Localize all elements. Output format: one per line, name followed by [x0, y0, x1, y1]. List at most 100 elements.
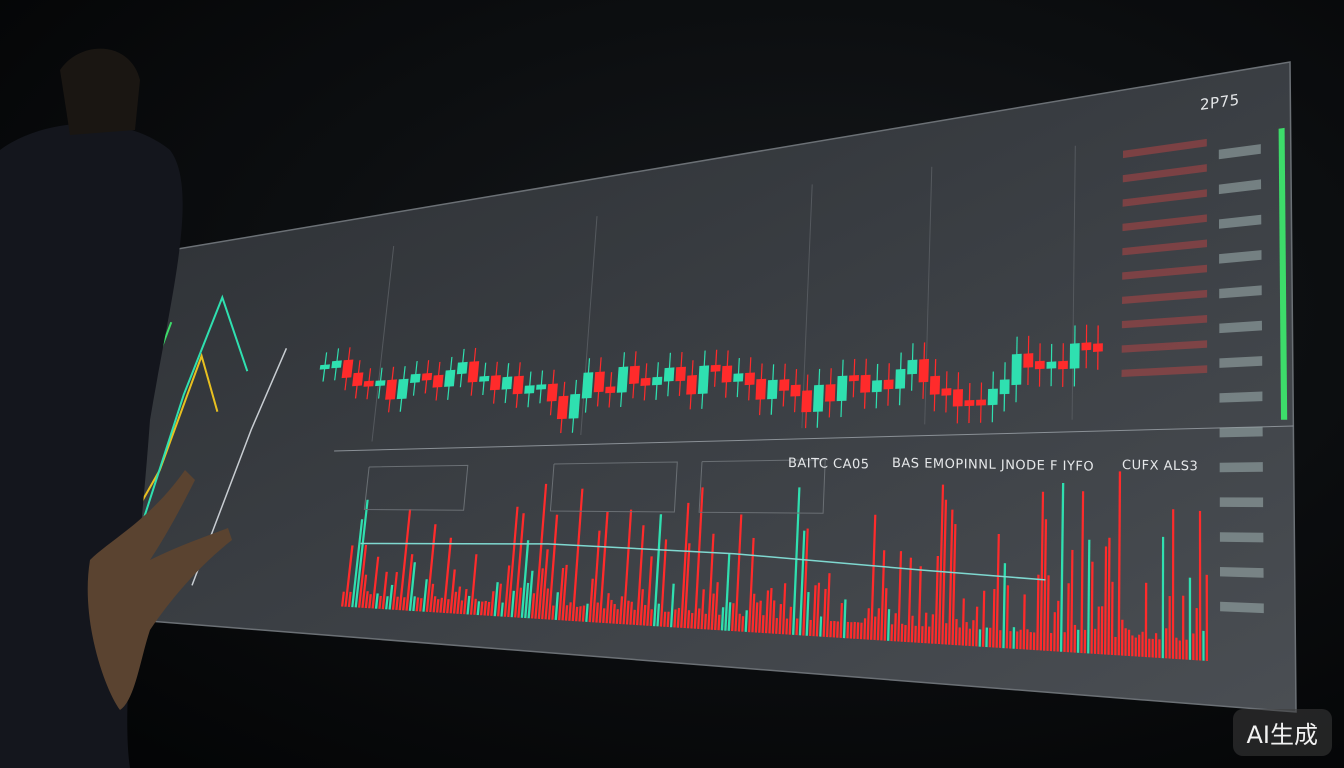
volume-bar: [717, 614, 721, 631]
volume-bar: [1080, 491, 1085, 654]
grid-line: [801, 184, 813, 429]
volume-bar: [551, 605, 555, 620]
volume-bar: [1154, 633, 1158, 658]
volume-bar: [602, 608, 606, 623]
volume-bar: [893, 613, 897, 642]
info-text: [1219, 462, 1263, 473]
volume-bar: [439, 597, 443, 613]
volume-bar: [965, 622, 968, 646]
volume-bar: [463, 589, 468, 615]
volume-bar: [503, 565, 511, 617]
volume-bar: [402, 597, 406, 611]
volume-bar: [805, 592, 810, 636]
info-text: [1219, 214, 1262, 229]
volume-bar: [981, 590, 986, 647]
volume-bar: [1158, 639, 1161, 658]
volume-bar: [859, 622, 863, 640]
candle: [883, 379, 894, 390]
candle: [987, 388, 998, 406]
volume-bar: [741, 616, 745, 632]
grid-line: [1071, 145, 1076, 420]
volume-bar: [703, 613, 707, 630]
candle: [836, 375, 848, 402]
volume-bar: [785, 618, 789, 635]
volume-bar: [659, 539, 668, 627]
volume-bar: [866, 608, 870, 640]
volume-bar: [456, 586, 462, 614]
candle: [375, 380, 386, 387]
volume-bar: [693, 487, 704, 629]
candle: [319, 364, 330, 370]
candle: [941, 388, 952, 396]
candle: [456, 361, 468, 375]
volume-bar: [575, 606, 579, 622]
candle: [860, 374, 871, 393]
volume-bar: [761, 615, 765, 634]
volume-bar: [452, 591, 458, 614]
volume-bar: [700, 589, 705, 630]
volume-bar: [880, 550, 886, 641]
volume-bar: [748, 537, 755, 633]
volume-bar: [731, 603, 735, 632]
info-text: [1123, 138, 1207, 159]
volume-bar: [992, 589, 996, 648]
info-text: [1122, 239, 1207, 256]
volume-bar: [1043, 519, 1048, 651]
volume-bar: [656, 603, 660, 627]
volume-bar: [561, 564, 568, 621]
watermark: AI生成: [1232, 709, 1332, 756]
candle: [444, 369, 456, 387]
volume-bar: [622, 509, 633, 625]
volume-bar: [476, 601, 481, 616]
volume-bar: [1049, 632, 1053, 652]
volume-bar: [1168, 596, 1171, 659]
volume-bar: [466, 595, 471, 615]
volume-bar: [734, 514, 743, 632]
volume-bar: [449, 569, 456, 614]
volume-bar: [405, 554, 414, 611]
volume-bar: [666, 611, 670, 628]
volume-bar: [1063, 632, 1066, 652]
volume-bar: [436, 599, 440, 613]
volume-bar: [619, 596, 624, 625]
volume-bar: [544, 588, 550, 620]
lower-title-3: CUFX ALS3: [1122, 458, 1199, 475]
volume-bar: [954, 619, 958, 646]
volume-bar: [520, 540, 530, 618]
volume-bar: [592, 530, 601, 623]
volume-bar: [442, 537, 453, 613]
volume-bar: [625, 600, 630, 625]
info-text: [1219, 426, 1263, 438]
volume-bar: [1134, 637, 1137, 657]
volume-bar: [608, 599, 613, 624]
volume-bar: [995, 534, 1000, 648]
candle: [536, 384, 547, 390]
volume-bar: [998, 630, 1002, 648]
info-box: [549, 461, 678, 513]
volume-bar: [680, 502, 690, 628]
volume-bar: [364, 591, 369, 609]
volume-bar: [690, 612, 694, 629]
candle: [489, 375, 501, 391]
volume-bar: [649, 609, 653, 626]
info-text: [1219, 356, 1263, 368]
volume-bar: [876, 608, 881, 641]
volume-bar: [1059, 483, 1065, 652]
info-text: [1121, 365, 1208, 377]
volume-bar: [1124, 628, 1127, 656]
candle: [907, 359, 918, 375]
volume-bar: [924, 612, 928, 644]
volume-bar: [354, 499, 369, 608]
candle: [352, 372, 364, 387]
volume-bar: [632, 609, 636, 625]
volume-bar: [744, 610, 748, 632]
candle: [432, 374, 444, 388]
volume-bar: [497, 583, 502, 617]
grid-line: [371, 245, 395, 442]
volume-bar: [829, 621, 833, 638]
volume-bar: [978, 629, 982, 647]
volume-bar: [985, 627, 988, 648]
candle: [581, 372, 594, 399]
volume-bar: [1182, 595, 1185, 660]
volume-bar: [775, 618, 778, 634]
